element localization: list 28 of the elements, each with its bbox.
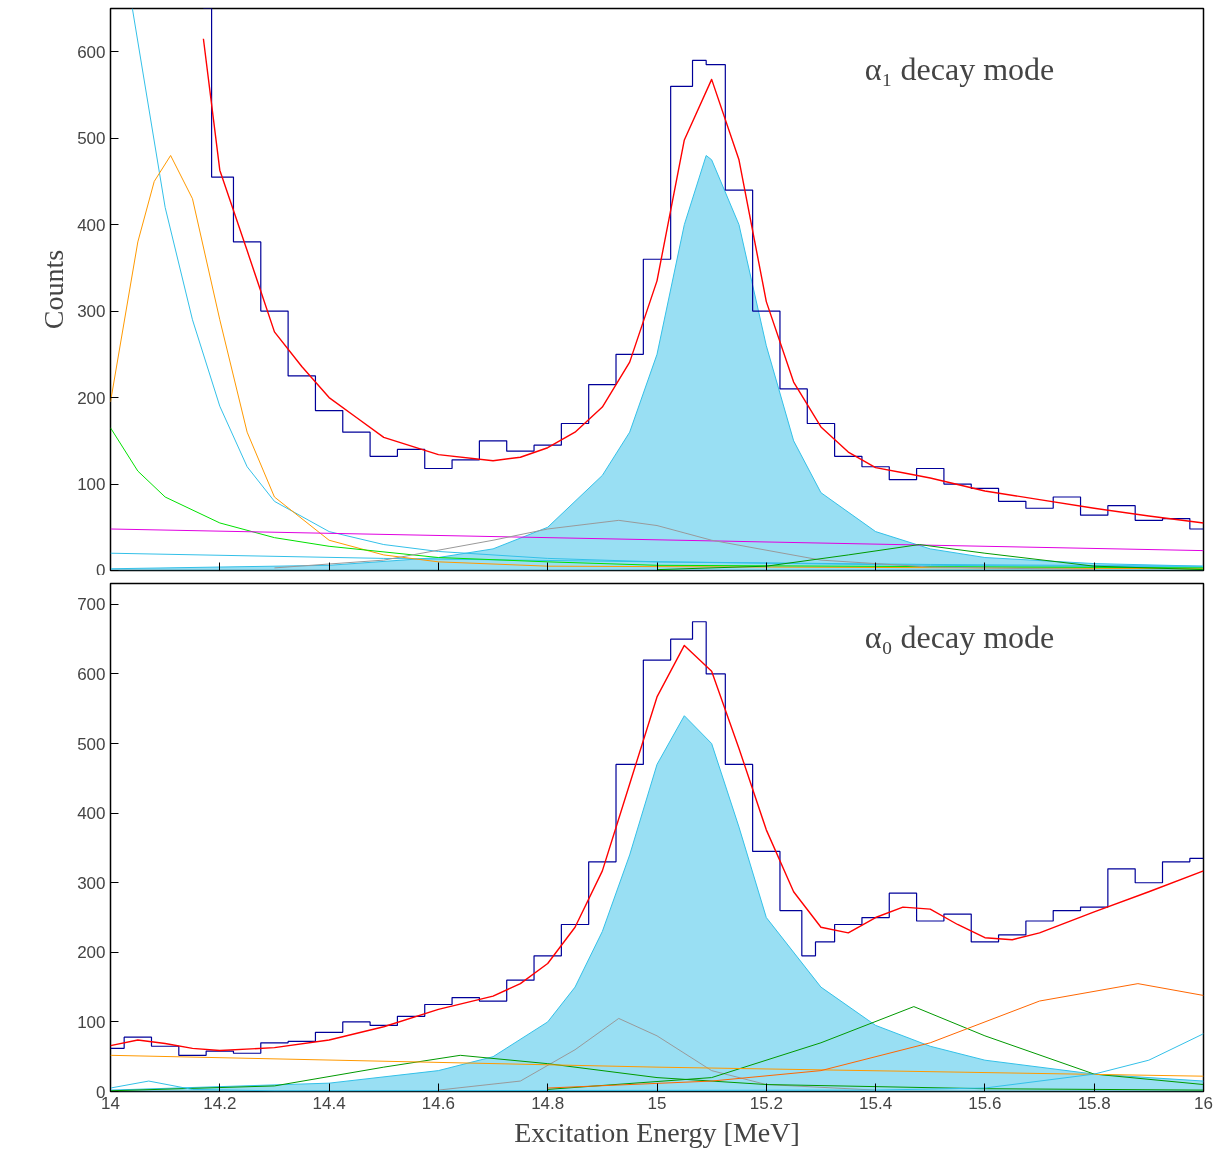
x-tick-label: 16 <box>1194 1093 1213 1113</box>
y-tick-label: 400 <box>77 804 106 824</box>
x-tick-label: 14.8 <box>531 1093 565 1113</box>
x-tick-label: 14.6 <box>421 1093 455 1113</box>
y-tick-label: 700 <box>77 595 106 615</box>
x-tick-label: 15.8 <box>1077 1093 1111 1113</box>
x-tick-label: 14.4 <box>312 1093 346 1113</box>
y-tick-label: 100 <box>77 1012 106 1032</box>
y-tick-label: 500 <box>77 129 106 149</box>
y-tick-label: 600 <box>77 42 106 62</box>
y-tick-label: 100 <box>77 475 106 495</box>
y-tick-label: 500 <box>77 734 106 754</box>
y-tick-label: 600 <box>77 664 106 684</box>
y-tick-label: 200 <box>77 388 106 408</box>
annotation: α₀ decay mode <box>864 618 1055 655</box>
x-tick-label: 15.2 <box>749 1093 783 1113</box>
y-tick-label: 400 <box>77 215 106 235</box>
y-axis-title: Counts <box>38 249 70 330</box>
y-tick-label: 0 <box>96 560 106 580</box>
x-tick-label: 15.4 <box>859 1093 893 1113</box>
x-axis-title: Excitation Energy [MeV] <box>514 1116 800 1148</box>
x-tick-label: 15.6 <box>968 1093 1002 1113</box>
x-tick-label: 14.2 <box>203 1093 237 1113</box>
y-tick-label: 300 <box>77 873 106 893</box>
annotation: α₁ decay mode <box>864 51 1055 88</box>
y-tick-label: 300 <box>77 302 106 322</box>
x-tick-label: 15 <box>647 1093 667 1113</box>
y-tick-label: 200 <box>77 943 106 963</box>
